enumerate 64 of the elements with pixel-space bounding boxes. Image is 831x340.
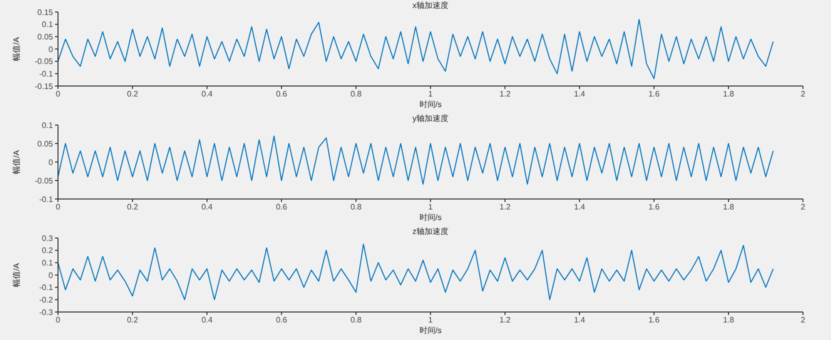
x-tick-label: 1 [428,316,434,325]
x-tick-label: 0.8 [350,316,362,325]
y-tick-label: 0.2 [42,246,54,256]
x-tick-label: 1.8 [722,316,735,325]
y-tick-label: -0.05 [34,176,54,186]
x-tick-label: 0.2 [126,202,139,212]
y-tick-label: -0.2 [39,296,54,305]
x-tick-label: 1 [428,90,434,99]
line-series [58,244,774,300]
y-tick-label: 0 [48,158,54,167]
y-tick-label: 0.1 [42,258,54,268]
y-tick-label: 0.1 [42,20,54,30]
y-tick-label: -0.1 [39,283,54,292]
x-tick-label: 0.6 [276,90,288,99]
line-series [58,18,774,80]
y-tick-label: 0 [48,44,54,54]
y-tick-label: 0.05 [37,32,54,42]
x-tick-label: 0.6 [276,316,288,325]
chart-title: z轴加速度 [412,226,450,237]
x-tick-label: 0.8 [350,90,362,99]
x-axis-title: 时间/s [418,212,443,223]
x-tick-label: 2 [800,90,806,99]
x-tick-label: 1.6 [648,202,660,212]
x-tick-label: 2 [800,202,806,212]
x-tick-label: 1.2 [499,202,512,212]
x-tick-label: 1.4 [574,90,586,99]
x-tick-label: 1.2 [499,316,512,325]
x-tick-label: 1.4 [574,202,586,212]
y-axis-title: 幅值/A [12,150,21,174]
y-tick-label: -0.3 [39,308,54,317]
line-series [58,136,774,185]
x-tick-label: 0 [56,202,61,212]
chart-title: y轴加速度 [412,113,450,124]
x-tick-label: 1 [428,202,434,212]
x-axis-title: 时间/s [418,325,443,336]
x-tick-label: 0.2 [126,90,139,99]
y-tick-label: -0.1 [39,70,54,79]
x-tick-label: 0.4 [201,316,214,325]
y-tick-label: 0.05 [37,139,54,148]
x-tick-label: 0.4 [201,90,214,99]
x-tick-label: 1.4 [574,316,586,325]
y-tick-label: 0.1 [42,120,54,130]
y-axis-title: 幅值/A [12,36,21,61]
y-tick-label: 0 [48,270,54,280]
x-tick-label: 1.8 [722,90,735,99]
x-tick-label: 0 [56,90,61,99]
y-tick-label: 0.3 [42,234,54,243]
y-tick-label: -0.05 [34,57,54,66]
x-tick-label: 1.8 [722,202,735,212]
y-tick-label: -0.1 [39,194,54,204]
x-axis-title: 时间/s [418,99,443,110]
x-tick-label: 0.8 [350,202,362,212]
chart-title: x轴加速度 [412,0,450,11]
x-tick-label: 1.6 [648,316,660,325]
x-tick-label: 0.4 [201,202,214,212]
y-tick-label: 0.15 [37,8,54,17]
x-tick-label: 1.6 [648,90,660,99]
x-tick-label: 0.2 [126,316,139,325]
y-axis-title: 幅值/A [12,262,21,287]
x-tick-label: 2 [800,316,806,325]
x-tick-label: 0.6 [276,202,288,212]
x-tick-label: 0 [56,316,61,325]
y-tick-label: -0.15 [34,82,54,91]
x-tick-label: 1.2 [499,90,512,99]
